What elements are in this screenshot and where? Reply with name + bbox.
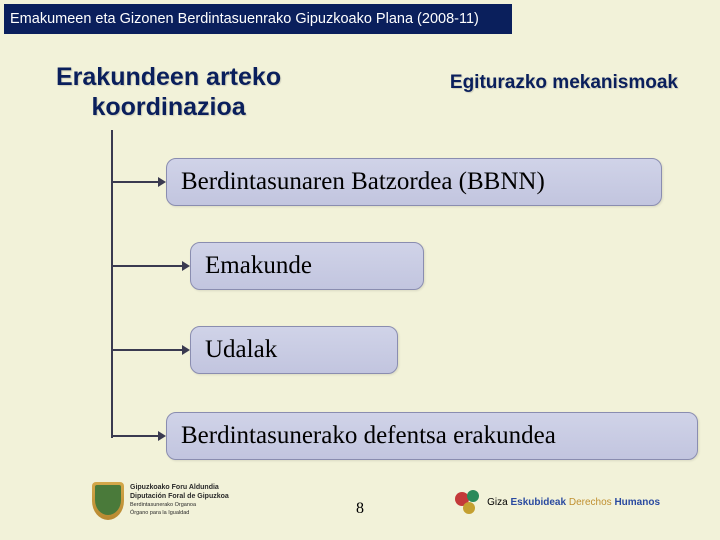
- footer-left-sub2: Órgano para la Igualdad: [130, 510, 189, 516]
- org-box-label-2: Udalak: [205, 336, 277, 364]
- footer-right-text: Giza Eskubideak Derechos Humanos: [487, 497, 660, 508]
- swirl-icon: [453, 490, 483, 514]
- gea-l2b: Humanos: [614, 497, 660, 508]
- section-subtitle: Egiturazko mekanismoak: [450, 72, 678, 94]
- org-box-3: Berdintasunerako defentsa erakundea: [166, 412, 698, 460]
- org-box-label-3: Berdintasunerako defentsa erakundea: [181, 422, 556, 450]
- org-box-0: Berdintasunaren Batzordea (BBNN): [166, 158, 662, 206]
- org-box-1: Emakunde: [190, 242, 424, 290]
- section-title-line2: koordinazioa: [91, 93, 245, 121]
- gea-l2a: Derechos: [569, 497, 612, 508]
- gea-l1b: Eskubideak: [510, 497, 566, 508]
- gea-l1a: Giza: [487, 497, 508, 508]
- footer-logo-left: Gipuzkoako Foru Aldundia Diputación Fora…: [92, 482, 229, 520]
- section-title: Erakundeen arteko koordinazioa: [56, 62, 281, 122]
- header-bar: Emakumeen eta Gizonen Berdintasuenrako G…: [4, 4, 512, 34]
- footer-left-text: Gipuzkoako Foru Aldundia Diputación Fora…: [130, 484, 229, 518]
- shield-icon: [92, 482, 124, 520]
- org-box-label-1: Emakunde: [205, 252, 312, 280]
- footer-left-line2a: Diputación: [130, 493, 166, 500]
- org-box-label-0: Berdintasunaren Batzordea (BBNN): [181, 168, 545, 196]
- footer-logo-right: Giza Eskubideak Derechos Humanos: [453, 490, 660, 514]
- page-number: 8: [356, 500, 364, 518]
- footer-left-sub1: Berdintasunerako Organoa: [130, 502, 196, 508]
- header-title: Emakumeen eta Gizonen Berdintasuenrako G…: [10, 11, 479, 27]
- footer-left-line1b: Foru Aldundia: [172, 484, 219, 491]
- footer-left-line2b: Foral de Gipuzkoa: [168, 493, 229, 500]
- org-box-2: Udalak: [190, 326, 398, 374]
- footer-left-line1a: Gipuzkoako: [130, 484, 170, 491]
- section-title-line1: Erakundeen arteko: [56, 63, 281, 91]
